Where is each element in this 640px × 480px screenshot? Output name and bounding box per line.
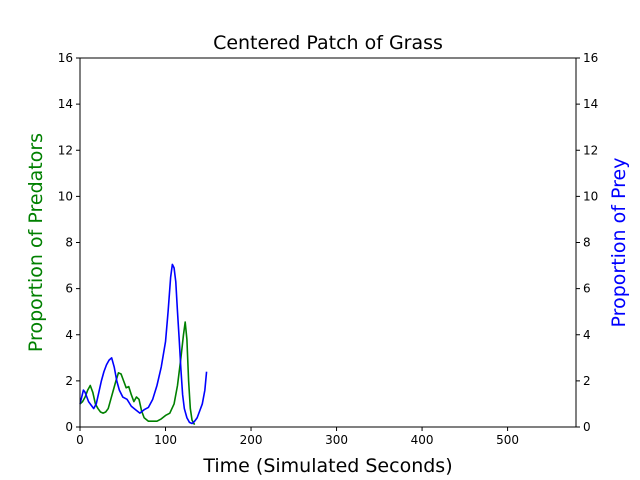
x-axis-label: Time (Simulated Seconds) — [202, 455, 452, 477]
plot-area — [79, 57, 577, 428]
y-tick-label-right: 6 — [583, 282, 591, 296]
y-tick-label-left: 4 — [65, 328, 73, 342]
x-tick-label: 200 — [240, 433, 263, 447]
y-axis-label-left: Proportion of Predators — [25, 133, 47, 352]
y-tick-label-left: 8 — [65, 236, 73, 250]
y-tick-label-left: 16 — [58, 51, 73, 65]
y-tick-label-left: 2 — [65, 374, 73, 388]
x-tick-label: 500 — [496, 433, 519, 447]
x-tick-label: 0 — [76, 433, 84, 447]
y-tick-label-right: 4 — [583, 328, 591, 342]
x-tick-label: 100 — [154, 433, 177, 447]
predator-series-line — [79, 321, 196, 426]
series-layer — [79, 263, 208, 426]
y-axis-label-right: Proportion of Prey — [608, 158, 630, 328]
y-tick-label-right: 8 — [583, 236, 591, 250]
y-tick-label-left: 14 — [58, 97, 73, 111]
chart-title: Centered Patch of Grass — [213, 32, 443, 54]
y-tick-label-left: 12 — [58, 143, 73, 157]
y-tick-label-left: 6 — [65, 282, 73, 296]
y-tick-label-right: 12 — [583, 143, 598, 157]
prey-series-line — [79, 263, 208, 425]
x-tick-label: 400 — [411, 433, 434, 447]
y-tick-label-right: 14 — [583, 97, 598, 111]
plot-background — [80, 58, 576, 427]
y-tick-label-right: 10 — [583, 189, 598, 203]
y-tick-label-left: 0 — [65, 420, 73, 434]
y-tick-label-right: 16 — [583, 51, 598, 65]
y-tick-label-right: 0 — [583, 420, 591, 434]
y-tick-label-right: 2 — [583, 374, 591, 388]
y-tick-label-left: 10 — [58, 189, 73, 203]
x-tick-label: 300 — [325, 433, 348, 447]
